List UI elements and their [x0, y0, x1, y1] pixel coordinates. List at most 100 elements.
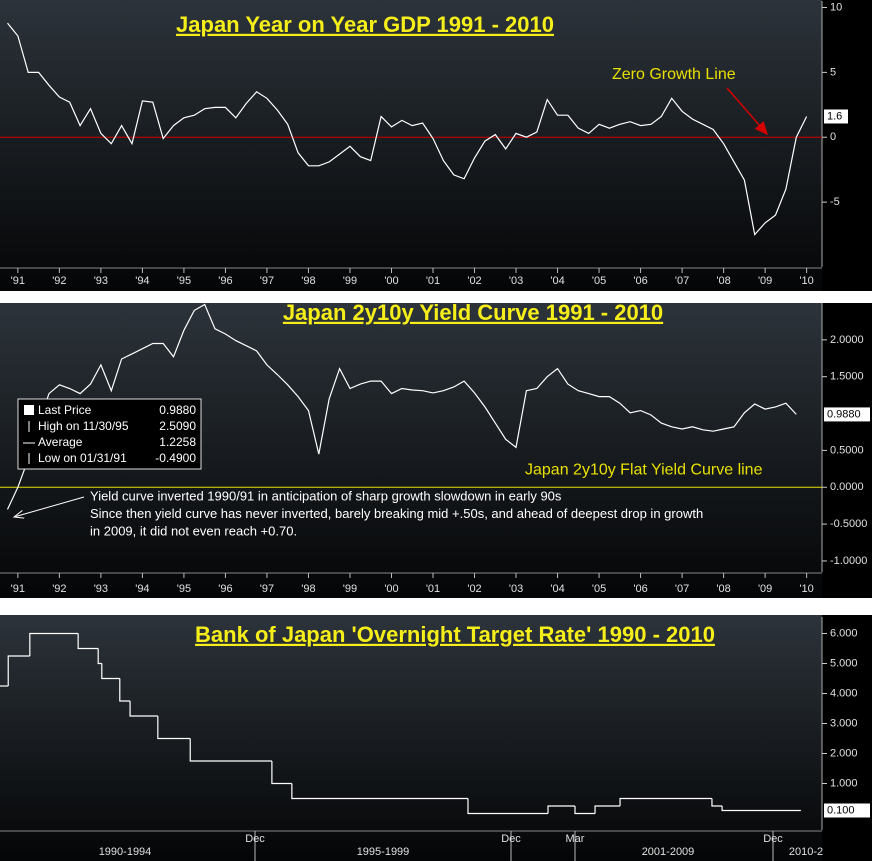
step-segment: [97, 648, 102, 665]
x-tick-label: Mar: [566, 833, 585, 845]
x-tick-label: '99: [343, 583, 357, 595]
x-tick-label: '05: [592, 583, 606, 595]
x-tick-label: '91: [11, 583, 25, 595]
axis-background: [822, 0, 872, 291]
panel: 2.0000 1.5000 0.5000 0.0000 -0.5000 -1.0000 '9…: [0, 300, 872, 598]
x-tick-label: Dec: [245, 833, 265, 845]
y-tick-label: 5.000: [830, 657, 858, 669]
period-label: 2010-2: [789, 846, 823, 858]
period-label: 1990-1994: [99, 846, 152, 858]
x-tick-label: '08: [716, 275, 730, 287]
x-tick-label: '96: [218, 583, 232, 595]
x-tick-label: '92: [52, 275, 66, 287]
x-tick-label: '97: [260, 583, 274, 595]
x-tick-label: '06: [633, 275, 647, 287]
stats-label: Low on 01/31/91: [38, 451, 127, 465]
x-tick-label: '00: [384, 583, 398, 595]
x-tick-label: '96: [218, 275, 232, 287]
step-segment: [7, 655, 30, 686]
x-tick-label: '01: [426, 275, 440, 287]
chart-title: Japan Year on Year GDP 1991 - 2010: [176, 12, 554, 37]
last-value-label: 0.100: [827, 804, 855, 816]
step-segment: [291, 783, 468, 800]
last-value-label: 1.6: [827, 110, 842, 122]
step-segment: [271, 761, 292, 785]
step-segment: [547, 805, 575, 814]
step-segment: [467, 798, 549, 815]
data-line: [7, 22, 808, 236]
annotation-note: Yield curve inverted 1990/91 in anticipa…: [90, 488, 562, 503]
x-tick-label: '91: [11, 275, 25, 287]
x-tick-label: '08: [716, 583, 730, 595]
y-tick-label: 2.000: [830, 747, 858, 759]
data-line: [6, 303, 797, 510]
y-tick-label: 1.000: [830, 777, 858, 789]
x-tick-label: '93: [94, 275, 108, 287]
y-tick-label: 0.5000: [830, 444, 864, 456]
x-tick-label: '00: [384, 275, 398, 287]
last-value-box: [824, 109, 848, 124]
y-tick-label: 0: [830, 131, 836, 143]
period-label: 1995-1999: [357, 846, 410, 858]
x-tick-label: '95: [177, 583, 191, 595]
x-tick-label: Dec: [501, 833, 521, 845]
step-segment: [619, 797, 712, 806]
axis-background: [822, 303, 872, 598]
panel-background: [0, 615, 822, 861]
last-value-box: [824, 803, 870, 818]
step-segment: [29, 632, 79, 656]
step-segment: [721, 806, 801, 812]
step-segment: [189, 738, 272, 762]
y-tick-label: 10: [830, 1, 842, 13]
stats-value: 1.2258: [159, 435, 196, 449]
stats-label: Average: [38, 435, 83, 449]
step-segment: [594, 805, 621, 814]
panel-background: [0, 0, 822, 291]
axis-background: [822, 615, 872, 861]
period-label: 2001-2009: [642, 846, 695, 858]
annotation-arrow: [726, 87, 768, 136]
x-tick-label: Dec: [763, 833, 783, 845]
x-tick-label: '02: [467, 275, 481, 287]
panel: 10 5 0 -5 '91 '92 '93 '94 '95 '96 '97 '98 '99 '00 '01 '…: [0, 0, 872, 291]
step-segment: [119, 678, 131, 702]
y-tick-label: -1.0000: [830, 555, 867, 567]
x-tick-label: '92: [52, 583, 66, 595]
y-tick-label: 1.5000: [830, 371, 864, 383]
x-tick-label: '99: [343, 275, 357, 287]
step-segment: [711, 798, 723, 807]
stats-value: 2.5090: [159, 419, 196, 433]
stats-icon: [24, 405, 34, 415]
annotation: Zero Growth Line: [612, 66, 736, 83]
x-tick-label: '94: [135, 583, 149, 595]
x-tick-label: '10: [799, 275, 813, 287]
stats-label: Last Price: [38, 403, 92, 417]
stats-value: -0.4900: [155, 451, 196, 465]
x-tick-label: '01: [426, 583, 440, 595]
panel: 6.000 5.000 4.000 3.000 2.000 1.000 Dec Dec Mar D…: [0, 615, 872, 861]
x-tick-label: '94: [135, 275, 149, 287]
x-tick-label: '98: [301, 275, 315, 287]
y-tick-label: 2.0000: [830, 334, 864, 346]
y-tick-label: -0.5000: [830, 518, 867, 530]
step-segment: [574, 806, 596, 815]
stats-value: 0.9880: [159, 403, 196, 417]
last-value-label: 0.9880: [827, 408, 861, 420]
x-tick-label: '07: [675, 275, 689, 287]
annotation-note: Since then yield curve has never inverte…: [90, 506, 703, 521]
x-tick-label: '04: [550, 275, 564, 287]
x-tick-label: '09: [758, 275, 772, 287]
annotation-note: in 2009, it did not even reach +0.70.: [90, 523, 297, 538]
step-segment: [101, 663, 120, 680]
reference-line-label: Japan 2y10y Flat Yield Curve line: [525, 461, 763, 478]
step-segment: [77, 633, 99, 650]
y-tick-label: 5: [830, 66, 836, 78]
x-tick-label: '09: [758, 583, 772, 595]
y-tick-label: 4.000: [830, 687, 858, 699]
x-tick-label: '04: [550, 583, 564, 595]
x-tick-label: '03: [509, 275, 523, 287]
x-tick-label: '98: [301, 583, 315, 595]
chart-title: Bank of Japan 'Overnight Target Rate' 19…: [195, 622, 715, 647]
